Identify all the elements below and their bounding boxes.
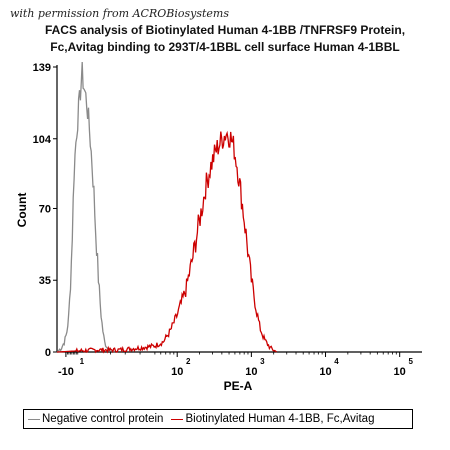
permission-note: with permission from ACROBiosystems [10, 7, 229, 20]
series-negative-control [56, 61, 115, 353]
axes [56, 65, 422, 353]
series-biotinylated [57, 130, 277, 354]
y-tick-label: 139 [33, 62, 51, 74]
y-tick-label: 35 [39, 275, 51, 287]
legend-label-negative-control: Negative control protein [42, 413, 164, 425]
y-tick-label: 70 [39, 203, 51, 215]
x-axis-label: PE-A [224, 379, 253, 393]
y-tick-label: 0 [45, 347, 51, 359]
legend-swatch-biotinylated [171, 418, 184, 420]
legend: Negative control protein Biotinylated Hu… [23, 409, 413, 429]
legend-item-biotinylated: Biotinylated Human 4-1BB, Fc,Avitag [167, 413, 374, 425]
legend-item-negative-control: Negative control protein [24, 413, 163, 425]
x-tick-label: -10 [58, 366, 74, 378]
x-tick-label: 10 [171, 366, 183, 378]
legend-swatch-negative-control [28, 418, 40, 420]
x-tick-exponent: 4 [334, 357, 339, 366]
x-tick-exponent: 2 [186, 357, 191, 366]
x-tick-exponent: 5 [408, 357, 413, 366]
x-tick-label: 10 [394, 366, 406, 378]
series-layer [56, 61, 277, 354]
y-tick-label: 104 [33, 134, 52, 146]
x-tick-label: 10 [319, 366, 331, 378]
y-axis-label: Count [15, 193, 29, 228]
legend-label-biotinylated: Biotinylated Human 4-1BB, Fc,Avitag [185, 413, 375, 425]
x-tick-label: 10 [245, 366, 257, 378]
x-tick-exponent: 3 [260, 357, 265, 366]
chart-title-line-2: Fc,Avitag binding to 293T/4-1BBL cell su… [50, 40, 400, 54]
x-tick-exponent: 1 [80, 357, 85, 366]
chart-title-line-1: FACS analysis of Biotinylated Human 4-1B… [44, 23, 406, 37]
